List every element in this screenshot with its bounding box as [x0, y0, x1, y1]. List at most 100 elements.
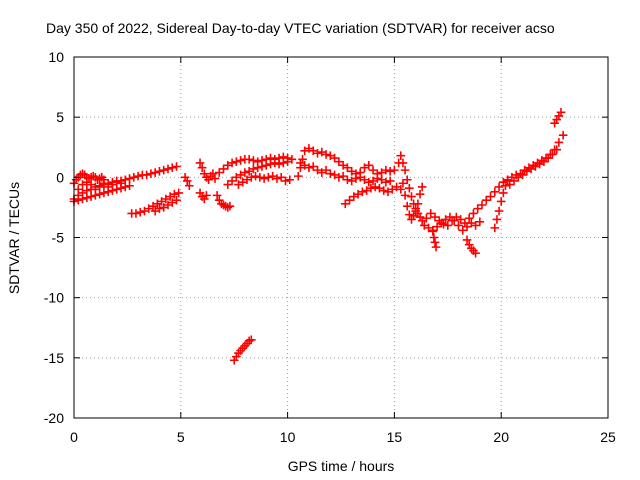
data-point — [501, 181, 510, 191]
data-point — [249, 156, 258, 165]
data-point — [197, 163, 207, 173]
data-point — [358, 187, 367, 197]
data-point — [174, 188, 183, 198]
data-point — [285, 175, 295, 185]
data-point — [82, 193, 92, 203]
data-point — [249, 164, 258, 174]
data-point — [396, 185, 406, 194]
data-point — [351, 174, 361, 183]
data-point — [413, 199, 423, 209]
data-point — [170, 189, 179, 199]
data-point — [155, 204, 164, 213]
data-point — [279, 158, 288, 168]
data-point — [428, 227, 438, 236]
data-point — [99, 188, 109, 198]
series-seg13 — [234, 171, 295, 189]
data-point — [270, 158, 280, 168]
data-point — [431, 242, 441, 252]
data-point — [481, 195, 491, 205]
data-point — [232, 157, 241, 166]
data-point — [227, 176, 237, 186]
data-point — [212, 191, 222, 200]
data-point — [142, 170, 151, 180]
data-point — [99, 179, 109, 188]
data-point — [390, 165, 399, 175]
data-point — [509, 176, 519, 186]
series-seg7 — [180, 173, 194, 191]
data-point — [73, 195, 83, 205]
data-point — [182, 176, 192, 186]
data-point — [402, 175, 412, 185]
data-point — [326, 169, 335, 179]
data-point — [272, 174, 282, 183]
chart-title: Day 350 of 2022, Sidereal Day-to-day VTE… — [46, 20, 555, 36]
data-point — [402, 201, 412, 211]
y-axis-label: SDTVAR / TECUs — [6, 182, 22, 294]
data-point — [409, 211, 418, 221]
data-point — [334, 173, 344, 182]
data-point — [543, 153, 553, 163]
data-point — [172, 195, 181, 205]
data-point — [445, 212, 455, 222]
data-marks — [69, 108, 568, 365]
grid — [74, 57, 608, 418]
data-point — [86, 180, 96, 189]
data-point — [432, 222, 442, 231]
data-point — [548, 150, 557, 159]
data-point — [407, 192, 416, 201]
data-point — [518, 170, 527, 180]
data-point — [464, 213, 474, 223]
data-point — [443, 221, 453, 230]
data-point — [95, 189, 104, 199]
data-point — [340, 199, 350, 209]
data-point — [264, 173, 273, 182]
data-point — [415, 189, 425, 199]
data-point — [185, 181, 194, 191]
data-point — [398, 158, 408, 168]
data-point — [244, 154, 254, 164]
data-point — [343, 175, 352, 185]
data-point — [253, 163, 262, 173]
y-tick-label: -15 — [44, 350, 64, 366]
data-point — [400, 165, 410, 175]
data-point — [120, 182, 130, 192]
data-point — [293, 171, 303, 181]
data-point — [125, 181, 134, 191]
data-point — [437, 218, 446, 228]
data-point — [343, 163, 352, 173]
data-point — [116, 179, 126, 188]
data-point — [172, 162, 181, 171]
y-tick-label: -10 — [44, 290, 64, 306]
data-point — [486, 192, 495, 201]
axis-ticks: 0 5 10 15 20 25 -20 -15 -10 -5 0 5 10 — [44, 49, 616, 445]
data-point — [373, 174, 382, 183]
series-seg23 — [490, 176, 512, 233]
data-point — [246, 173, 256, 182]
data-point — [398, 179, 408, 188]
data-point — [430, 238, 440, 247]
data-point — [458, 225, 468, 235]
data-point — [454, 221, 463, 230]
data-point — [539, 157, 549, 166]
data-point — [266, 159, 275, 169]
series-seg22 — [462, 235, 480, 258]
data-point — [112, 177, 122, 187]
data-point — [475, 217, 485, 227]
data-point — [274, 159, 284, 169]
data-point — [313, 148, 322, 158]
series-seg16 — [296, 158, 395, 187]
data-point — [462, 235, 472, 245]
data-point — [381, 177, 391, 187]
data-point — [345, 195, 354, 205]
series-seg20 — [420, 212, 485, 235]
data-point — [131, 209, 141, 218]
series-seg6 — [150, 195, 181, 216]
data-point — [86, 192, 96, 201]
data-point — [125, 174, 134, 183]
data-point — [261, 161, 271, 170]
data-point — [167, 163, 177, 173]
data-point — [499, 188, 508, 198]
series-seg17 — [340, 182, 406, 209]
data-point — [429, 233, 439, 242]
data-point — [112, 185, 122, 194]
